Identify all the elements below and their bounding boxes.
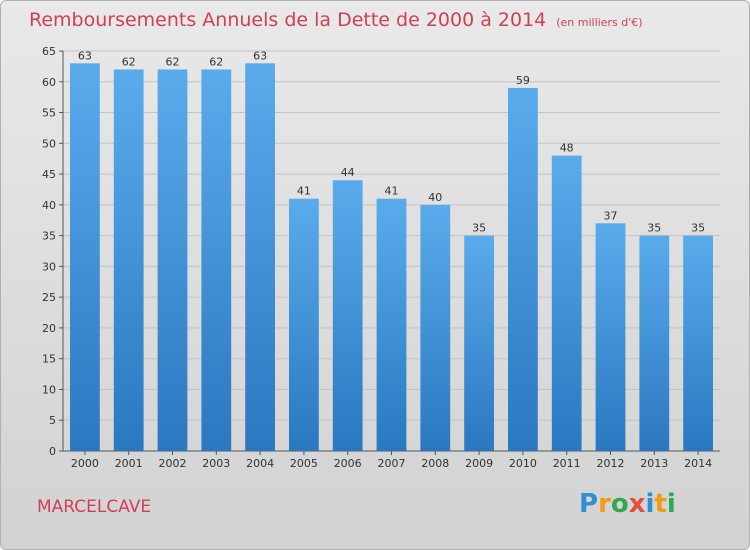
bar-2006 (332, 180, 363, 451)
logo-letter: P (579, 489, 599, 519)
bar-2009 (464, 235, 494, 451)
x-tick-label-2012: 2012 (597, 457, 625, 470)
bar-2000 (70, 63, 100, 452)
bar-2005 (289, 198, 319, 451)
y-tick-label: 5 (49, 414, 56, 427)
bar-value-label-2009: 35 (472, 222, 486, 235)
bar-value-label-2005: 41 (297, 185, 311, 198)
bar-2013 (639, 235, 670, 451)
x-tick-label-2006: 2006 (334, 457, 362, 470)
bar-2012 (595, 223, 626, 451)
bar-value-label-2013: 35 (647, 222, 661, 235)
chart-title-text: Remboursements Annuels de la Dette de 20… (29, 9, 547, 31)
chart-unit-note: (en milliers d'€) (556, 16, 643, 29)
chart-title: Remboursements Annuels de la Dette de 20… (29, 9, 643, 31)
y-tick-label: 55 (42, 107, 56, 120)
logo-letter: i (666, 489, 676, 519)
bar-value-label-2000: 63 (78, 49, 92, 62)
bar-value-label-2010: 59 (516, 74, 530, 87)
proxiti-logo: Proxiti (579, 489, 676, 519)
x-tick-label-2005: 2005 (290, 457, 318, 470)
bar-2007 (376, 198, 407, 451)
bar-value-label-2012: 37 (604, 209, 618, 222)
y-tick-label: 35 (42, 230, 56, 243)
x-tick-label-2001: 2001 (115, 457, 143, 470)
bar-2004 (245, 63, 275, 452)
bar-2001 (113, 69, 144, 451)
y-tick-label: 45 (42, 168, 56, 181)
bar-value-label-2014: 35 (691, 222, 705, 235)
y-tick-label: 65 (42, 45, 56, 58)
x-tick-label-2009: 2009 (465, 457, 493, 470)
y-tick-label: 30 (42, 260, 56, 273)
bars (70, 63, 713, 452)
x-tick-label-2002: 2002 (159, 457, 187, 470)
y-tick-label: 20 (42, 322, 56, 335)
bar-2010 (508, 87, 538, 451)
bar-value-label-2008: 40 (428, 191, 442, 204)
bar-2003 (201, 69, 232, 451)
x-tick-label-2004: 2004 (246, 457, 274, 470)
bar-value-label-2007: 41 (385, 185, 399, 198)
place-name: MARCELCAVE (37, 497, 152, 517)
logo-letter: r (598, 489, 611, 519)
bar-value-label-2001: 62 (122, 55, 136, 68)
y-tick-label: 60 (42, 76, 56, 89)
bar-value-label-2004: 63 (253, 49, 267, 62)
y-tick-label: 50 (42, 137, 56, 150)
bar-value-label-2006: 44 (341, 166, 355, 179)
y-tick-label: 10 (42, 383, 56, 396)
bar-value-label-2011: 48 (560, 142, 574, 155)
y-tick-label: 25 (42, 291, 56, 304)
x-tick-label-2013: 2013 (640, 457, 668, 470)
x-tick-label-2000: 2000 (71, 457, 99, 470)
bar-value-label-2003: 62 (209, 55, 223, 68)
x-tick-label-2014: 2014 (684, 457, 712, 470)
bar-2011 (551, 155, 582, 451)
x-tick-label-2007: 2007 (378, 457, 406, 470)
x-tick-label-2008: 2008 (421, 457, 449, 470)
logo-letter: t (654, 489, 667, 519)
y-tick-label: 0 (49, 445, 56, 458)
bar-2014 (683, 235, 713, 451)
x-tick-label-2003: 2003 (202, 457, 230, 470)
x-tick-label-2010: 2010 (509, 457, 537, 470)
bar-labels: 63 62 62 62 63 41 44 41 40 35 59 48 37 35 35 (78, 49, 705, 234)
bar-2002 (157, 69, 188, 451)
logo-letter: x (628, 489, 646, 519)
y-tick-label: 15 (42, 353, 56, 366)
x-tick-label-2011: 2011 (553, 457, 581, 470)
y-tick-label: 40 (42, 199, 56, 212)
logo-letter: i (645, 489, 655, 519)
logo-letter: o (610, 489, 629, 519)
bar-2008 (420, 204, 451, 451)
bar-value-label-2002: 62 (166, 55, 180, 68)
